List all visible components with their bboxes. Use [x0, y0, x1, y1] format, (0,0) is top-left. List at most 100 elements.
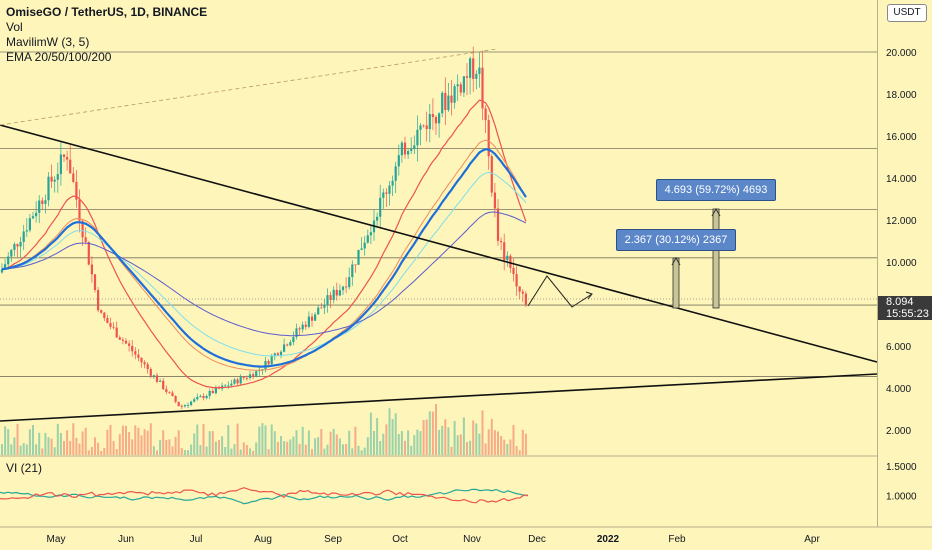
candle-body: [487, 120, 490, 157]
volume-bar: [391, 419, 394, 455]
candle-body: [4, 264, 7, 270]
candle-body: [236, 379, 239, 384]
candle-body: [109, 323, 112, 327]
volume-bar: [407, 430, 410, 455]
volume-bar: [47, 437, 50, 455]
candle-body: [100, 310, 103, 313]
fib-lower-target: [672, 257, 680, 309]
volume-bar: [7, 429, 10, 455]
volume-bar: [69, 440, 72, 455]
candle-body: [521, 291, 524, 294]
volume-bar: [177, 430, 180, 455]
candle-body: [459, 84, 462, 93]
candle-body: [338, 290, 341, 296]
volume-bar: [419, 431, 422, 455]
candle-body: [453, 86, 456, 103]
volume-bar: [320, 428, 323, 455]
ema-20-line: [1, 99, 527, 389]
volume-bar: [289, 439, 292, 455]
volume-bar: [264, 425, 267, 455]
candle-body: [310, 316, 314, 321]
candle-body: [286, 344, 289, 346]
volume-bar: [376, 418, 379, 455]
candle-body: [428, 114, 431, 130]
volume-bar: [314, 438, 317, 455]
candle-body: [351, 264, 354, 278]
volume-bar: [354, 426, 357, 455]
volume-bar: [168, 439, 171, 455]
volume-bar: [202, 423, 205, 455]
volume-bar: [379, 441, 382, 455]
candle-body: [267, 360, 270, 365]
volume-bar: [28, 429, 31, 455]
volume-bar: [388, 408, 391, 455]
candle-body: [56, 174, 59, 180]
ema-lines: [1, 99, 527, 389]
candle-body: [509, 255, 512, 268]
volume-bar: [261, 423, 264, 455]
volume-bar: [249, 448, 251, 455]
volume-bar: [63, 440, 65, 455]
candle-body: [233, 379, 236, 384]
x-tick-label: Oct: [392, 534, 408, 545]
candle-body: [66, 156, 69, 160]
candle-body: [490, 156, 493, 193]
volume-bar: [512, 424, 515, 455]
volume-bar: [462, 417, 465, 455]
volume-bar: [329, 431, 332, 455]
candle-body: [434, 116, 438, 124]
volume-bar: [242, 442, 245, 455]
candle-body: [7, 256, 10, 265]
x-tick-label: Apr: [804, 534, 820, 545]
volume-bar: [326, 444, 329, 455]
volume-bar: [106, 429, 109, 455]
currency-selector[interactable]: USDT: [887, 4, 927, 22]
volume-bars: [1, 403, 527, 455]
volume-bar: [307, 430, 310, 455]
volume-bar: [134, 425, 137, 455]
volume-bar: [338, 438, 341, 455]
volume-bar: [16, 423, 19, 455]
volume-bar: [317, 437, 320, 455]
volume-bar: [131, 439, 134, 455]
candle-body: [462, 76, 465, 93]
candle-body: [118, 337, 121, 340]
volume-bar: [304, 444, 307, 455]
volume-bar: [180, 448, 183, 455]
candle-body: [16, 244, 19, 247]
volume-bar: [87, 450, 90, 455]
y-tick-label: 2.000: [886, 426, 911, 437]
candle-body: [174, 396, 177, 402]
candle-body: [211, 390, 214, 394]
candle-body: [10, 249, 13, 257]
candle-body: [382, 192, 385, 198]
ema-label: EMA 20/50/100/200: [6, 50, 112, 64]
volume-bar: [438, 429, 441, 455]
candle-body: [0, 269, 4, 273]
projection-path: [527, 275, 593, 308]
mavilimw-line: [1, 148, 527, 368]
candle-body: [345, 286, 348, 288]
volume-bar: [252, 450, 255, 455]
volume-bar: [292, 436, 295, 455]
volume-bar: [32, 425, 34, 455]
candle-body: [456, 84, 459, 87]
candle-body: [515, 274, 518, 287]
candle-body: [242, 377, 245, 378]
x-tick-label: May: [47, 534, 66, 545]
candle-body: [524, 293, 527, 305]
volume-bar: [211, 431, 214, 455]
candle-body: [438, 113, 441, 124]
volume-bar: [348, 430, 351, 455]
candle-body: [283, 344, 286, 352]
volume-bar: [515, 446, 518, 455]
candle-body: [75, 181, 78, 200]
candle-body: [84, 237, 87, 242]
volume-bar: [509, 439, 512, 455]
candle-body: [245, 377, 248, 379]
vi-label: VI (21): [6, 461, 43, 475]
candle-body: [518, 286, 521, 292]
candle-body: [465, 76, 469, 78]
candle-body: [264, 360, 267, 370]
